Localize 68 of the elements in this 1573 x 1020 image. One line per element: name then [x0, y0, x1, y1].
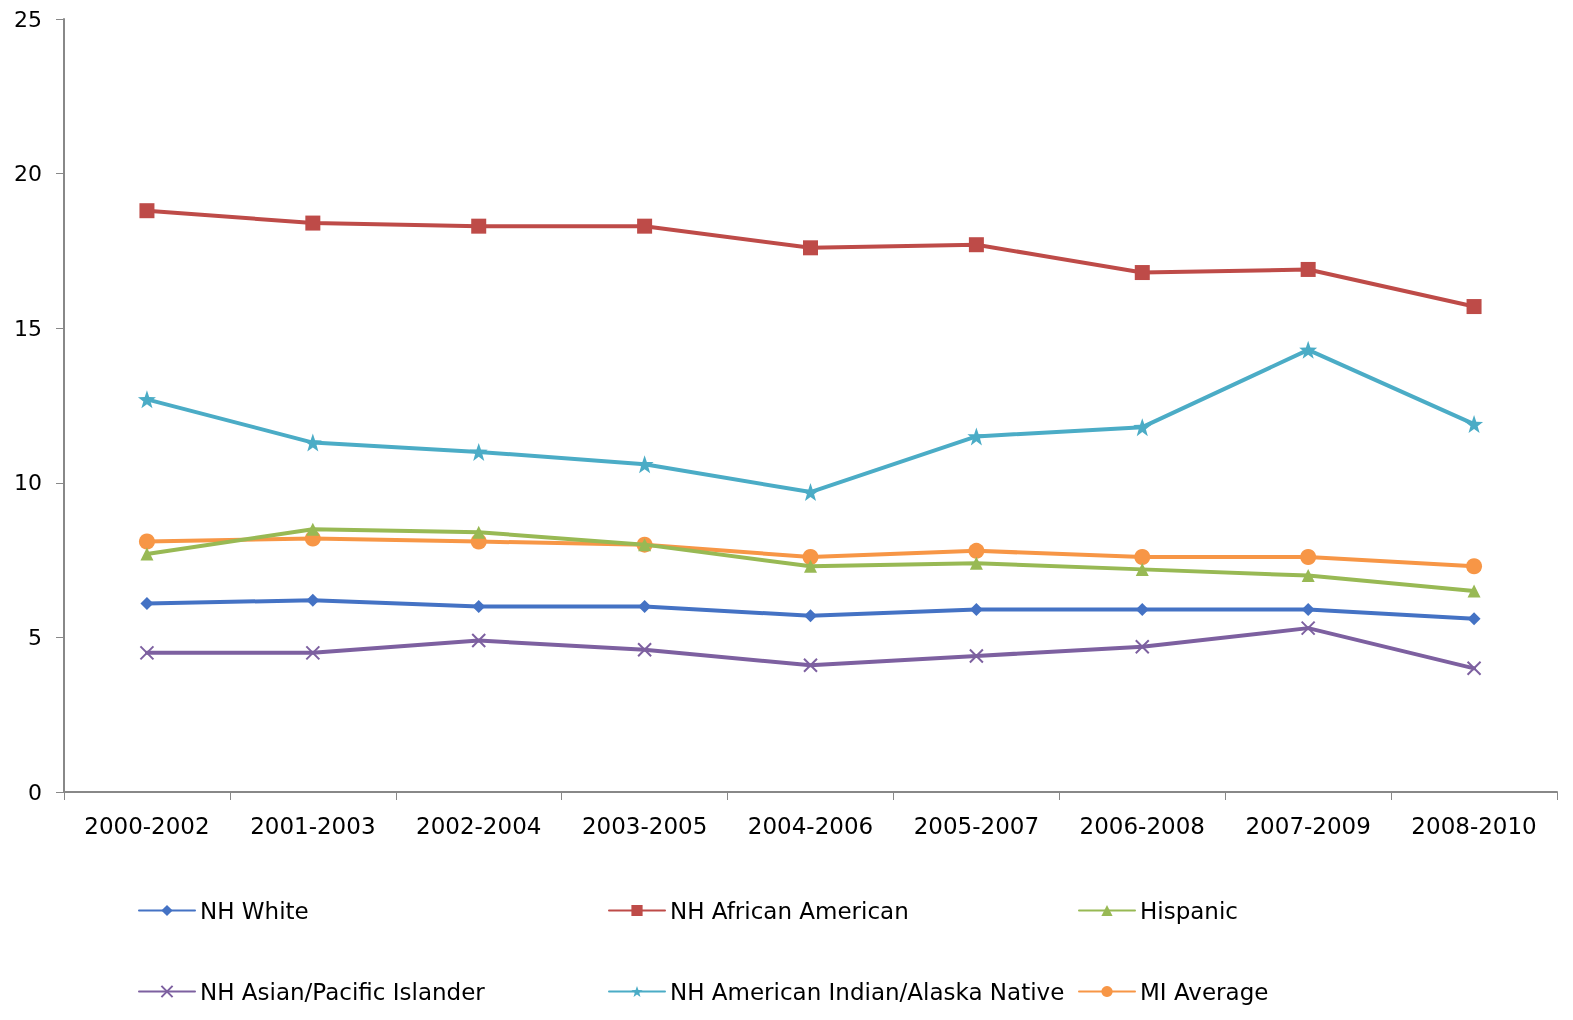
- point: [1466, 299, 1482, 315]
- x-tick-label: 2001-2003: [250, 812, 376, 839]
- point: [469, 442, 488, 461]
- legend-label: Hispanic: [1140, 897, 1238, 924]
- y-tick-label: 25: [14, 6, 42, 32]
- x-tick-label: 2005-2007: [913, 812, 1040, 839]
- point: [140, 547, 154, 561]
- y-tick-label: 5: [28, 624, 42, 650]
- point: [1133, 418, 1152, 437]
- point: [1135, 562, 1149, 576]
- point: [139, 645, 155, 661]
- y-tick-label: 20: [14, 161, 42, 187]
- y-tick-label: 0: [28, 779, 42, 805]
- point: [1134, 549, 1151, 565]
- point: [803, 657, 818, 673]
- point: [804, 559, 817, 573]
- x-tick-label: 2008-2010: [1411, 812, 1537, 839]
- point: [1300, 549, 1317, 565]
- point: [968, 648, 984, 664]
- x-tick-label: 2003-2005: [581, 812, 708, 839]
- x-tick-label: 2002-2004: [416, 812, 542, 839]
- x-tick-label: 2006-2008: [1079, 812, 1205, 839]
- point: [969, 556, 983, 570]
- point: [471, 632, 487, 648]
- legend-label: MI Average: [1140, 978, 1269, 1005]
- point: [1300, 620, 1316, 636]
- legend-label: NH White: [200, 897, 309, 924]
- point: [1135, 603, 1149, 617]
- point: [306, 522, 320, 536]
- legend-label: NH African American: [670, 897, 909, 924]
- point: [1466, 660, 1482, 676]
- x-tick-label: 2000-2002: [84, 812, 210, 839]
- point: [1134, 265, 1150, 281]
- point: [138, 533, 155, 550]
- point: [804, 609, 817, 623]
- y-tick-label: 10: [14, 470, 42, 496]
- point: [140, 596, 154, 610]
- point: [139, 203, 155, 219]
- point: [1300, 261, 1316, 277]
- point: [306, 593, 320, 607]
- point: [1299, 340, 1318, 359]
- point: [802, 549, 819, 565]
- point: [1134, 639, 1150, 655]
- point: [1465, 415, 1484, 434]
- point: [968, 237, 984, 253]
- point: [803, 240, 818, 256]
- x-tick-label: 2007-2009: [1245, 812, 1371, 839]
- point: [472, 525, 486, 539]
- point: [968, 542, 985, 559]
- point: [1466, 558, 1483, 575]
- point: [305, 645, 321, 661]
- point: [137, 390, 156, 409]
- legend-label: NH American Indian/Alaska Native: [670, 978, 1065, 1005]
- point: [637, 218, 653, 234]
- point: [1301, 603, 1315, 617]
- legend-label: NH Asian/Pacific Islander: [200, 978, 486, 1005]
- point: [1467, 612, 1481, 626]
- point: [1301, 569, 1315, 583]
- point: [305, 215, 321, 231]
- point: [969, 603, 983, 617]
- x-tick-label: 2004-2006: [747, 812, 874, 839]
- point: [637, 642, 653, 658]
- point: [638, 599, 652, 613]
- point: [472, 599, 486, 613]
- y-tick-label: 15: [14, 315, 42, 341]
- point: [967, 427, 986, 446]
- point: [471, 218, 487, 234]
- point: [1467, 584, 1481, 598]
